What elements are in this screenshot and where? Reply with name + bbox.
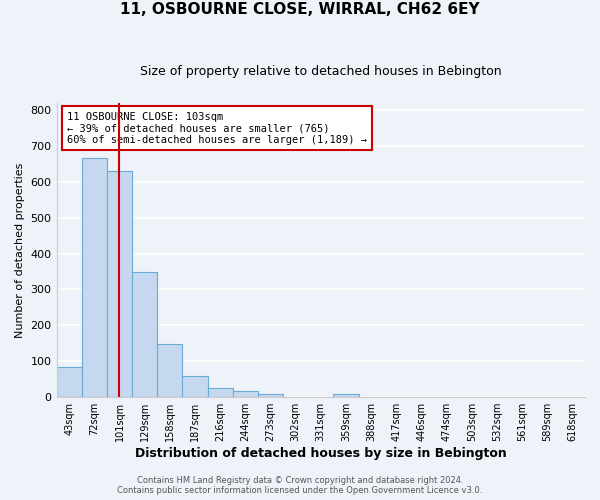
Bar xyxy=(82,158,107,397)
X-axis label: Distribution of detached houses by size in Bebington: Distribution of detached houses by size … xyxy=(135,447,506,460)
Text: 11 OSBOURNE CLOSE: 103sqm
← 39% of detached houses are smaller (765)
60% of semi: 11 OSBOURNE CLOSE: 103sqm ← 39% of detac… xyxy=(67,112,367,145)
Text: 11, OSBOURNE CLOSE, WIRRAL, CH62 6EY: 11, OSBOURNE CLOSE, WIRRAL, CH62 6EY xyxy=(120,2,480,18)
Bar xyxy=(182,376,208,397)
Bar xyxy=(334,394,359,397)
Title: Size of property relative to detached houses in Bebington: Size of property relative to detached ho… xyxy=(140,65,502,78)
Bar xyxy=(132,272,157,397)
Bar xyxy=(107,171,132,397)
Bar xyxy=(233,390,258,397)
Bar xyxy=(56,368,82,397)
Text: Contains HM Land Registry data © Crown copyright and database right 2024.
Contai: Contains HM Land Registry data © Crown c… xyxy=(118,476,482,495)
Bar xyxy=(258,394,283,397)
Y-axis label: Number of detached properties: Number of detached properties xyxy=(15,162,25,338)
Bar xyxy=(208,388,233,397)
Bar xyxy=(157,344,182,397)
